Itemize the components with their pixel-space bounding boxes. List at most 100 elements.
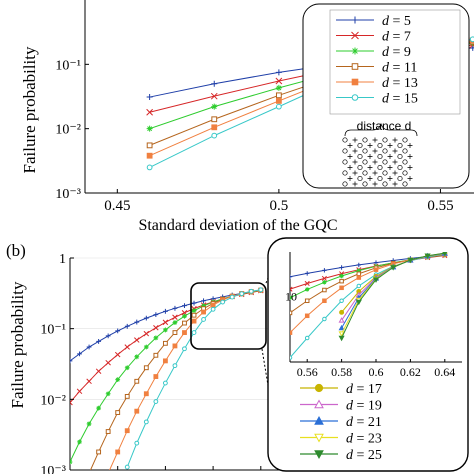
lattice-node: [392, 170, 398, 176]
panel-a-x-tick-label: 0.55: [427, 198, 453, 214]
lattice-node: [407, 143, 413, 148]
inset-series-6-point: [356, 283, 362, 289]
legend-b-label: d = 17: [346, 382, 382, 397]
inset-x-tick-label: 0.64: [434, 365, 455, 379]
panel-a-y-tick-label: 10⁻³: [55, 187, 81, 202]
lattice-qubit: [402, 148, 408, 154]
lattice-qubit: [402, 137, 408, 143]
lattice-qubit: [382, 181, 388, 187]
panel-a-series-2-point: [210, 92, 218, 100]
inset-series-1-point: [339, 265, 344, 270]
panel-a: 0.450.50.550.610⁻¹10⁻²10⁻³ Standard devi…: [20, 0, 474, 234]
legend-a-label: d = 7: [382, 30, 411, 45]
lattice-qubit: [402, 170, 408, 176]
lattice-node: [352, 137, 358, 143]
panel-b-series-1-point: [143, 315, 149, 321]
inset-series-3-point: [322, 280, 327, 285]
panel-b-series-6-point: [201, 317, 206, 322]
panel-a-y-label: Failure probability: [20, 46, 39, 174]
panel-a-series-1-point: [275, 69, 282, 76]
lattice-node: [352, 181, 358, 187]
panel-b-series-3-point: [134, 354, 140, 360]
lattice-qubit: [362, 159, 368, 165]
legend-b-label: d = 25: [346, 448, 382, 463]
panel-b-series-2-point: [162, 319, 169, 326]
panel-b-series-1-point: [163, 308, 168, 314]
inset-series-1-point: [322, 268, 327, 273]
panel-b-series-3-point: [191, 308, 197, 314]
panel-b-series-4-point: [191, 312, 197, 318]
lattice-qubit: [397, 153, 403, 160]
lattice-qubit: [382, 159, 388, 165]
lattice-node: [372, 181, 378, 187]
inset-series-5-point: [373, 267, 379, 272]
inset-series-1-point: [305, 271, 310, 276]
panel-b-y-tick-label: 10⁻¹: [40, 323, 66, 338]
inset-series-6-point: [322, 316, 327, 322]
lattice-node: [372, 170, 378, 176]
lattice-qubit: [362, 170, 368, 176]
inset-y-tick-label: 10: [285, 289, 297, 303]
panel-b-series-5-point: [182, 330, 187, 336]
lattice-qubit: [357, 142, 363, 149]
lattice-qubit: [402, 159, 408, 165]
inset-x-tick-label: 0.6: [369, 365, 384, 379]
legend-a-label: d = 5: [382, 14, 411, 29]
lattice-qubit: [357, 175, 363, 182]
inset-series-5-point: [356, 275, 362, 280]
lattice-node: [347, 176, 353, 181]
legend-frame: [329, 9, 461, 115]
inset-series-1-point: [356, 262, 361, 268]
lattice-qubit: [382, 170, 388, 176]
panel-b-series-1-point: [77, 351, 82, 357]
lattice-node: [352, 148, 358, 154]
lattice-qubit: [357, 164, 363, 171]
panel-b-series-4-point: [182, 320, 187, 326]
panel-b-series-3-point: [172, 320, 178, 325]
legend-a-label: d = 13: [382, 76, 418, 91]
panel-b-series-3-line: [70, 289, 261, 463]
lattice-qubit: [377, 175, 383, 182]
panel-b-series-6-point: [210, 306, 216, 312]
lattice-node: [407, 165, 413, 170]
inset-series-5-point: [304, 313, 310, 319]
panel-b-series-2-point: [143, 330, 150, 337]
inset-series-8-point: [338, 317, 345, 323]
panel-b-series-3-point: [182, 313, 187, 319]
inset-series-11-point: [390, 265, 397, 271]
panel-a-x-tick-label: 0.5: [270, 198, 289, 214]
inset-series-6-point: [290, 355, 293, 360]
lattice-node: [407, 176, 413, 181]
panel-a-series-5-point: [275, 98, 282, 104]
legend-b-label: d = 21: [346, 415, 382, 430]
panel-a-series-6-point: [275, 103, 282, 110]
panel-b-series-3-point: [163, 327, 168, 333]
panel-b-series-2-point: [114, 351, 121, 358]
panel-b-series-5-point: [210, 302, 216, 308]
lattice-node: [392, 148, 398, 154]
panel-b-series-1-point: [201, 298, 206, 304]
panel-a-series-6-point: [211, 132, 218, 139]
panel-a-series-4-point: [211, 116, 218, 123]
panel-a-series-3-point: [211, 103, 218, 110]
lattice-qubit: [342, 170, 348, 176]
inset-x-tick-label: 0.62: [400, 365, 421, 379]
panel-b-series-2-point: [181, 309, 188, 316]
legend-a-marker: [351, 63, 359, 70]
lattice-qubit: [397, 164, 403, 171]
legend-b-marker: [314, 450, 324, 460]
panel-b-series-4-point: [172, 330, 178, 336]
panel-b-series-1-point: [115, 328, 121, 334]
panel-b-series-5-point: [201, 309, 206, 315]
lattice-qubit: [362, 148, 368, 154]
panel-b-series-3-point: [70, 459, 73, 465]
panel-b-series-3-point: [201, 303, 206, 309]
legend-a-label: d = 9: [382, 45, 411, 60]
lattice-qubit: [382, 148, 388, 154]
lattice-node: [372, 159, 378, 165]
panel-b-series-1-point: [96, 339, 102, 344]
inset-series-11-point: [372, 277, 380, 283]
panel-b-series-6-point: [162, 380, 168, 386]
lattice-node: [392, 159, 398, 165]
panel-a-series-5-point: [146, 152, 153, 159]
